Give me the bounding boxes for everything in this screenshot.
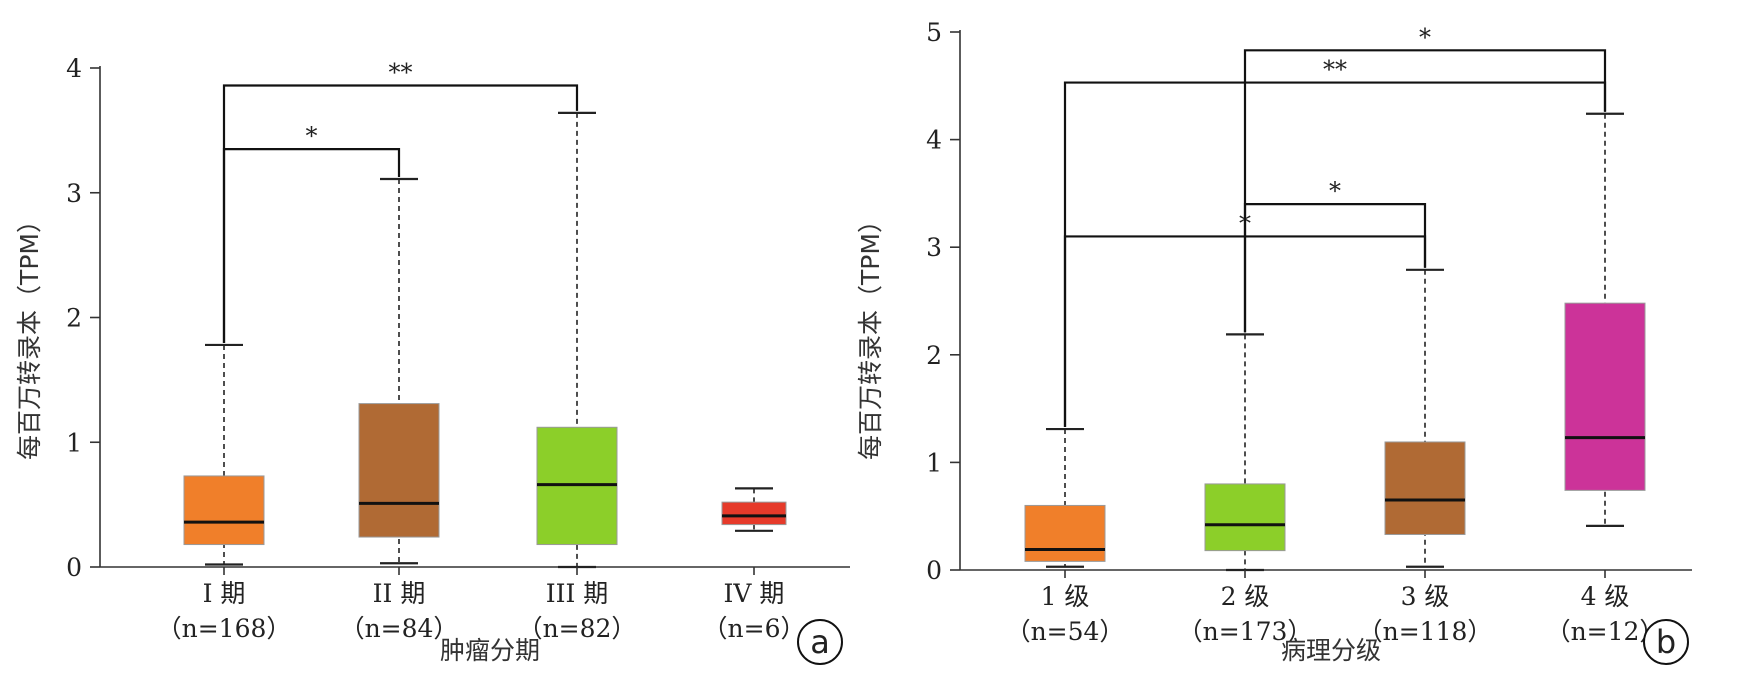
panel-b-y-tick-label: 3 — [926, 233, 942, 262]
panel-a-y-tick-label: 2 — [66, 304, 82, 333]
panel-b-y-tick-label: 4 — [926, 126, 942, 155]
panel-b-x-axis-title: 病理分级 — [1281, 636, 1381, 665]
panel-a-x-axis-title: 肿瘤分期 — [440, 636, 540, 665]
panel-b-panel-letter: b — [1656, 623, 1676, 661]
panel-b-significance-label-3: ** — [1323, 56, 1347, 84]
panel-a-box-2 — [358, 403, 440, 538]
panel-a-box-4 — [721, 501, 787, 526]
panel-a-sample-size-label: （n=6） — [703, 614, 806, 643]
panel-a-significance-label-2: ** — [389, 58, 413, 86]
panel-b-y-tick-label: 1 — [926, 448, 942, 477]
panel-a-y-tick-label: 4 — [66, 54, 82, 83]
panel-a-category-label: I 期 — [203, 579, 246, 608]
panel-b-y-tick-label: 5 — [926, 18, 942, 47]
panel-a-category-label: IV 期 — [724, 579, 785, 608]
panel-a-significance-bracket-2 — [222, 84, 579, 343]
panel-a-y-tick-label: 3 — [66, 179, 82, 208]
panel-a-category-label: III 期 — [546, 579, 609, 608]
panel-a-y-tick-label: 0 — [66, 553, 82, 582]
panel-b-y-tick-label: 0 — [926, 556, 942, 585]
panel-b-significance-label-4: * — [1419, 23, 1431, 51]
panel-a-significance-bracket-1 — [222, 147, 401, 343]
panel-a-y-axis-title: 每百万转录本（TPM） — [15, 208, 44, 460]
panel-b-significance-label-2: * — [1329, 177, 1341, 205]
panel-b-category-label: 3 级 — [1401, 582, 1450, 611]
panel-a-panel-badge — [797, 619, 843, 665]
panel-b-sample-size-label: （n=54） — [1006, 617, 1125, 646]
panel-a-sample-size-label: （n=168） — [157, 614, 292, 643]
panel-a-box-1 — [183, 475, 265, 546]
panel-a-y-tick-label: 1 — [66, 428, 82, 457]
panel-b-significance-bracket-4 — [1243, 49, 1607, 333]
panel-b-box-2 — [1204, 483, 1286, 552]
panel-b-significance-bracket-2 — [1243, 203, 1427, 333]
panel-b-sample-size-label: （n=118） — [1358, 617, 1493, 646]
panel-a-sample-size-label: （n=84） — [340, 614, 459, 643]
panel-b-significance-bracket-3 — [1063, 81, 1607, 428]
panel-b-y-tick-label: 2 — [926, 341, 942, 370]
panel-b-sample-size-label: （n=173） — [1178, 617, 1313, 646]
panel-b-box-1 — [1024, 504, 1106, 562]
panel-b-category-label: 2 级 — [1221, 582, 1270, 611]
panel-b-box-3 — [1384, 441, 1466, 535]
panel-b-panel-badge — [1643, 619, 1689, 665]
panel-b-box-4 — [1564, 302, 1646, 491]
panel-a-sample-size-label: （n=82） — [518, 614, 637, 643]
panel-a-panel-letter: a — [810, 623, 830, 661]
panel-b-category-label: 1 级 — [1041, 582, 1090, 611]
panel-b-category-label: 4 级 — [1581, 582, 1630, 611]
panel-a-significance-label-1: * — [306, 122, 318, 150]
panel-a-category-label: II 期 — [373, 579, 426, 608]
panel-b-y-axis-title: 每百万转录本（TPM） — [856, 208, 885, 460]
